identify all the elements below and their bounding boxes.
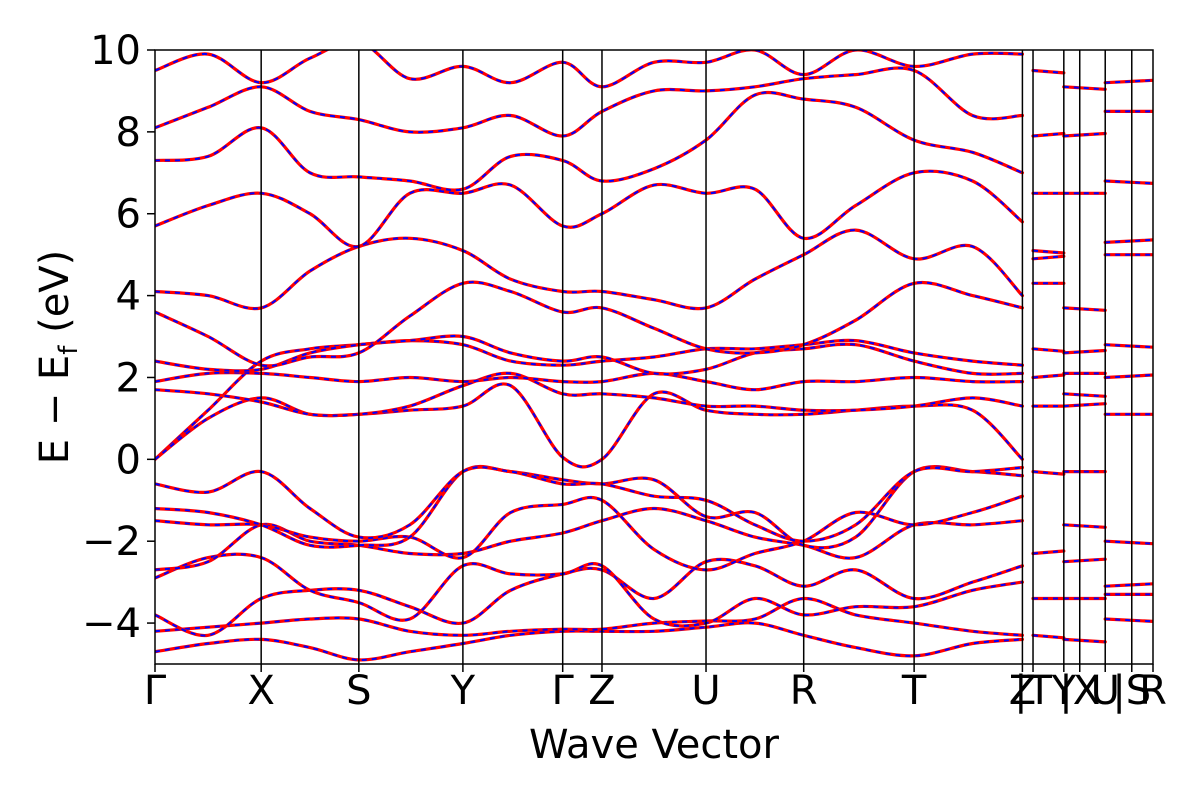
y-tick-label: 10 xyxy=(90,28,141,74)
y-axis-title-unit: (eV) xyxy=(32,250,78,346)
band-line-red xyxy=(155,494,1024,572)
band-line-blue xyxy=(155,335,1023,376)
x-tick-label: U xyxy=(1091,668,1120,714)
band-line-red xyxy=(155,228,1024,311)
band-line-blue xyxy=(155,91,1023,192)
band-line-blue xyxy=(155,495,1023,571)
band-line-blue xyxy=(155,339,1023,461)
band-line-red xyxy=(1031,373,1066,380)
x-tick-label: U xyxy=(691,668,720,714)
band-lines xyxy=(155,50,1153,662)
band-line-blue xyxy=(1063,85,1106,91)
band-line-blue xyxy=(1105,540,1153,545)
band-line-blue xyxy=(155,466,1023,543)
x-tick-label: Z xyxy=(1009,668,1036,714)
band-line-red xyxy=(1031,347,1066,353)
band-line-blue xyxy=(1105,374,1153,379)
y-tick-label: 4 xyxy=(116,274,141,320)
band-line-red xyxy=(1031,249,1066,255)
band-line-blue xyxy=(155,507,1023,571)
band-line-red xyxy=(1031,470,1066,476)
band-line-blue xyxy=(155,558,1023,637)
x-tick-label: |T xyxy=(1014,668,1052,714)
y-tick-label: 2 xyxy=(116,355,141,401)
x-axis-title: Wave Vector xyxy=(529,722,780,768)
band-line-blue xyxy=(155,50,1023,88)
band-line-red xyxy=(155,382,1024,469)
band-line-blue xyxy=(1105,238,1153,244)
band-line-blue xyxy=(155,597,1023,637)
x-axis: Γ X S Y Γ Z U R T Z|T Y|XU|SR xyxy=(144,664,1167,714)
x-tick-label: Y xyxy=(1051,668,1077,714)
band-line-blue xyxy=(155,372,1023,417)
band-line-blue xyxy=(1063,392,1106,398)
y-tick-label: 0 xyxy=(116,437,141,483)
x-tick-label: S xyxy=(346,668,371,714)
x-tick-label: |S xyxy=(1112,668,1151,714)
y-tick-label: 8 xyxy=(116,110,141,156)
band-line-blue xyxy=(155,67,1023,138)
band-line-blue xyxy=(1063,558,1106,563)
y-tick-label: −2 xyxy=(82,519,141,565)
plot-frame xyxy=(154,49,1154,665)
x-tick-label: X xyxy=(247,668,274,714)
y-axis: −4 −2 0 2 4 6 8 10 xyxy=(82,28,155,647)
y-tick-label: 6 xyxy=(116,192,141,238)
x-tick-label: Γ xyxy=(552,668,575,714)
band-line-blue xyxy=(1105,79,1153,84)
y-tick-label: −4 xyxy=(82,601,141,647)
band-line-red xyxy=(1031,633,1066,640)
y-axis-title: E − Ef (eV) xyxy=(32,250,84,465)
band-line-blue xyxy=(155,553,1023,627)
band-line-red xyxy=(1031,254,1066,261)
band-line-red xyxy=(1031,68,1066,75)
band-line-red xyxy=(155,506,1024,572)
band-line-blue xyxy=(1063,523,1106,529)
band-line-red xyxy=(1031,131,1066,138)
x-tick-label: Y xyxy=(450,668,476,714)
band-line-blue xyxy=(1063,402,1106,408)
y-axis-title-subscript: f xyxy=(54,345,84,355)
x-tick-label: T xyxy=(901,668,927,714)
band-line-blue xyxy=(1105,618,1153,623)
y-axis-title-main: E − E xyxy=(32,355,78,465)
high-symmetry-lines xyxy=(260,50,1133,664)
band-line-blue xyxy=(155,229,1024,310)
band-line-red xyxy=(155,90,1024,192)
x-tick-label: R xyxy=(1139,668,1167,714)
x-tick-label: Z xyxy=(588,668,615,714)
band-line-red xyxy=(155,66,1024,138)
band-line-blue xyxy=(1063,638,1106,643)
band-line-red xyxy=(155,596,1024,637)
band-line-red xyxy=(1031,549,1066,556)
band-line-blue xyxy=(1063,349,1106,354)
band-line-blue xyxy=(1105,180,1153,185)
band-line-blue xyxy=(1105,582,1153,588)
band-line-blue xyxy=(1063,132,1106,137)
band-line-blue xyxy=(155,371,1023,391)
x-tick-label: |X xyxy=(1059,668,1100,714)
band-line-blue xyxy=(155,281,1023,367)
x-tick-label: R xyxy=(790,668,818,714)
x-tick-label: Γ xyxy=(144,668,167,714)
band-line-blue xyxy=(155,170,1024,248)
band-line-blue xyxy=(155,383,1024,468)
band-line-blue xyxy=(1105,343,1153,349)
band-line-blue xyxy=(1063,306,1106,312)
